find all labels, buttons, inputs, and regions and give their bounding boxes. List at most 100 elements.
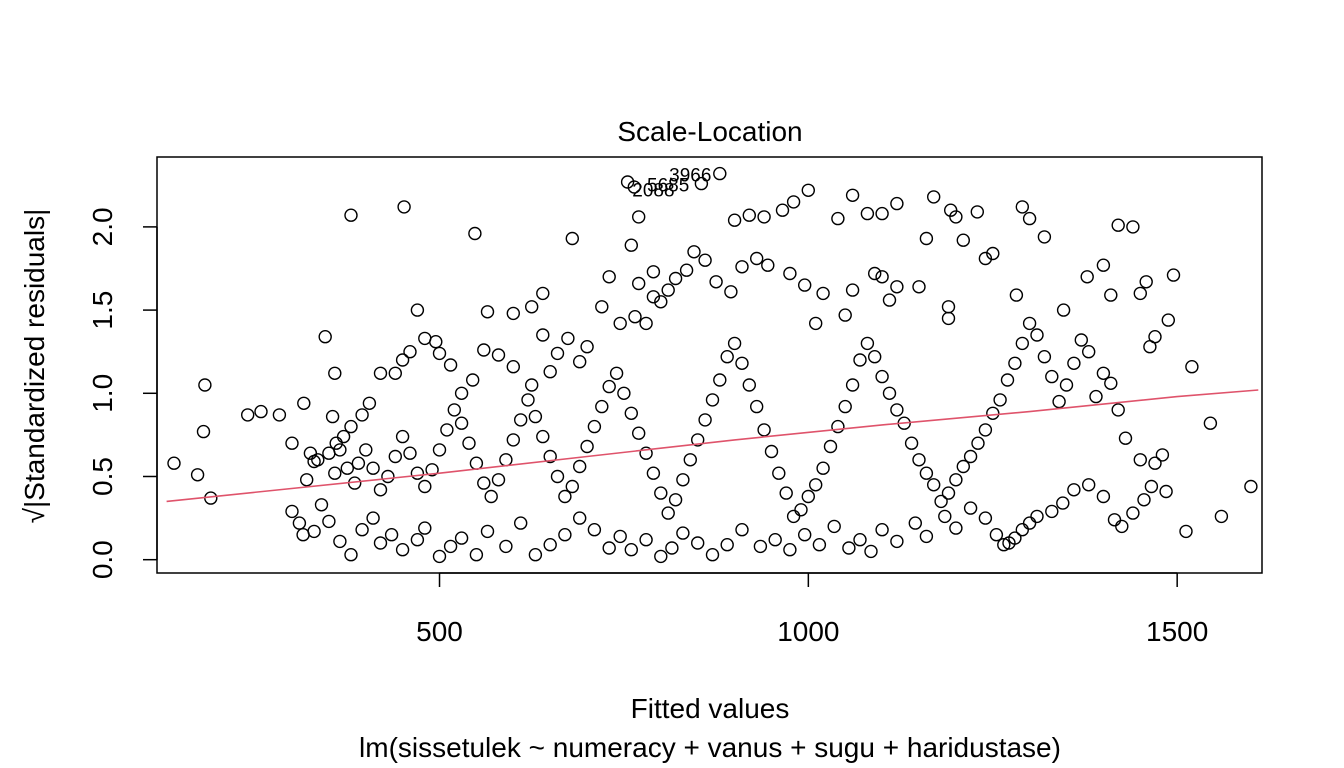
data-point (1022, 516, 1037, 530)
data-point (344, 208, 358, 222)
data-point (328, 466, 342, 480)
data-point (351, 456, 366, 470)
data-point (963, 501, 978, 515)
data-point (1143, 340, 1157, 354)
data-point (491, 473, 506, 487)
data-point (480, 305, 495, 319)
data-point (676, 526, 690, 540)
data-point (1133, 286, 1148, 301)
data-point (750, 399, 764, 414)
data-point (204, 491, 218, 505)
data-point (801, 489, 815, 504)
point-id-label: 2088 (632, 180, 674, 201)
data-point (397, 200, 411, 214)
data-point (944, 203, 958, 217)
data-point (646, 466, 661, 480)
data-point (1096, 489, 1111, 504)
data-point (1015, 336, 1029, 351)
highlighted-point (713, 166, 727, 181)
highlighted-point (627, 180, 641, 194)
data-point (454, 416, 469, 430)
data-point (1045, 504, 1059, 519)
data-point (735, 260, 749, 274)
data-point (912, 453, 926, 467)
data-point (381, 469, 395, 484)
data-point (1111, 403, 1125, 417)
data-point (536, 328, 550, 342)
data-point (1096, 258, 1111, 272)
data-point (325, 409, 340, 424)
data-point (654, 295, 668, 309)
data-point (978, 423, 993, 437)
data-point (882, 293, 897, 307)
data-point (864, 544, 878, 559)
data-point (536, 286, 550, 301)
data-point (240, 408, 255, 422)
data-point (720, 538, 734, 552)
data-point (970, 205, 984, 219)
data-point (1115, 519, 1129, 534)
y-tick-label: 0.0 (87, 540, 118, 579)
data-point (395, 353, 410, 367)
data-point (272, 408, 287, 422)
data-point (927, 190, 941, 204)
data-point (772, 466, 786, 480)
data-point (1080, 270, 1094, 284)
data-point (679, 263, 694, 277)
data-point (757, 423, 771, 437)
data-point (639, 446, 653, 460)
data-point (687, 245, 701, 259)
data-point (311, 453, 325, 467)
data-point (336, 429, 351, 444)
data-point (587, 419, 602, 434)
data-point (1126, 506, 1140, 520)
data-point (1059, 378, 1074, 392)
data-point (521, 393, 535, 407)
data-point (724, 285, 738, 299)
data-point (1022, 316, 1037, 331)
data-point (1179, 524, 1193, 539)
data-point (388, 449, 402, 464)
data-point (373, 366, 388, 380)
data-point (190, 468, 205, 482)
data-point (783, 543, 797, 557)
data-point (344, 548, 358, 562)
data-point (949, 210, 963, 224)
data-point (735, 356, 749, 370)
data-point (831, 211, 845, 226)
data-point (307, 524, 321, 539)
data-point (469, 456, 484, 470)
data-point (499, 453, 513, 467)
data-point (868, 350, 882, 364)
data-point (454, 386, 469, 400)
data-point (890, 403, 904, 417)
data-point (646, 290, 661, 304)
data-point (366, 461, 380, 475)
data-point (344, 419, 358, 434)
data-point (1161, 313, 1176, 327)
data-point (798, 278, 812, 292)
data-point (395, 543, 410, 557)
data-point (764, 444, 779, 459)
data-point (429, 335, 443, 349)
data-point (595, 300, 609, 314)
data-point (580, 340, 594, 354)
data-point (543, 538, 557, 552)
data-point (779, 486, 793, 500)
data-point (580, 439, 594, 454)
data-point (845, 188, 860, 203)
data-point (823, 439, 838, 454)
data-point (934, 494, 948, 509)
data-point (890, 534, 904, 549)
data-point (543, 365, 557, 379)
data-point (971, 436, 985, 450)
data-point (676, 473, 690, 487)
data-point (418, 521, 432, 535)
data-point (860, 206, 875, 221)
data-point (303, 446, 318, 460)
data-point (882, 386, 897, 400)
data-point (628, 310, 642, 324)
data-point (1037, 230, 1052, 244)
data-point (322, 446, 336, 460)
